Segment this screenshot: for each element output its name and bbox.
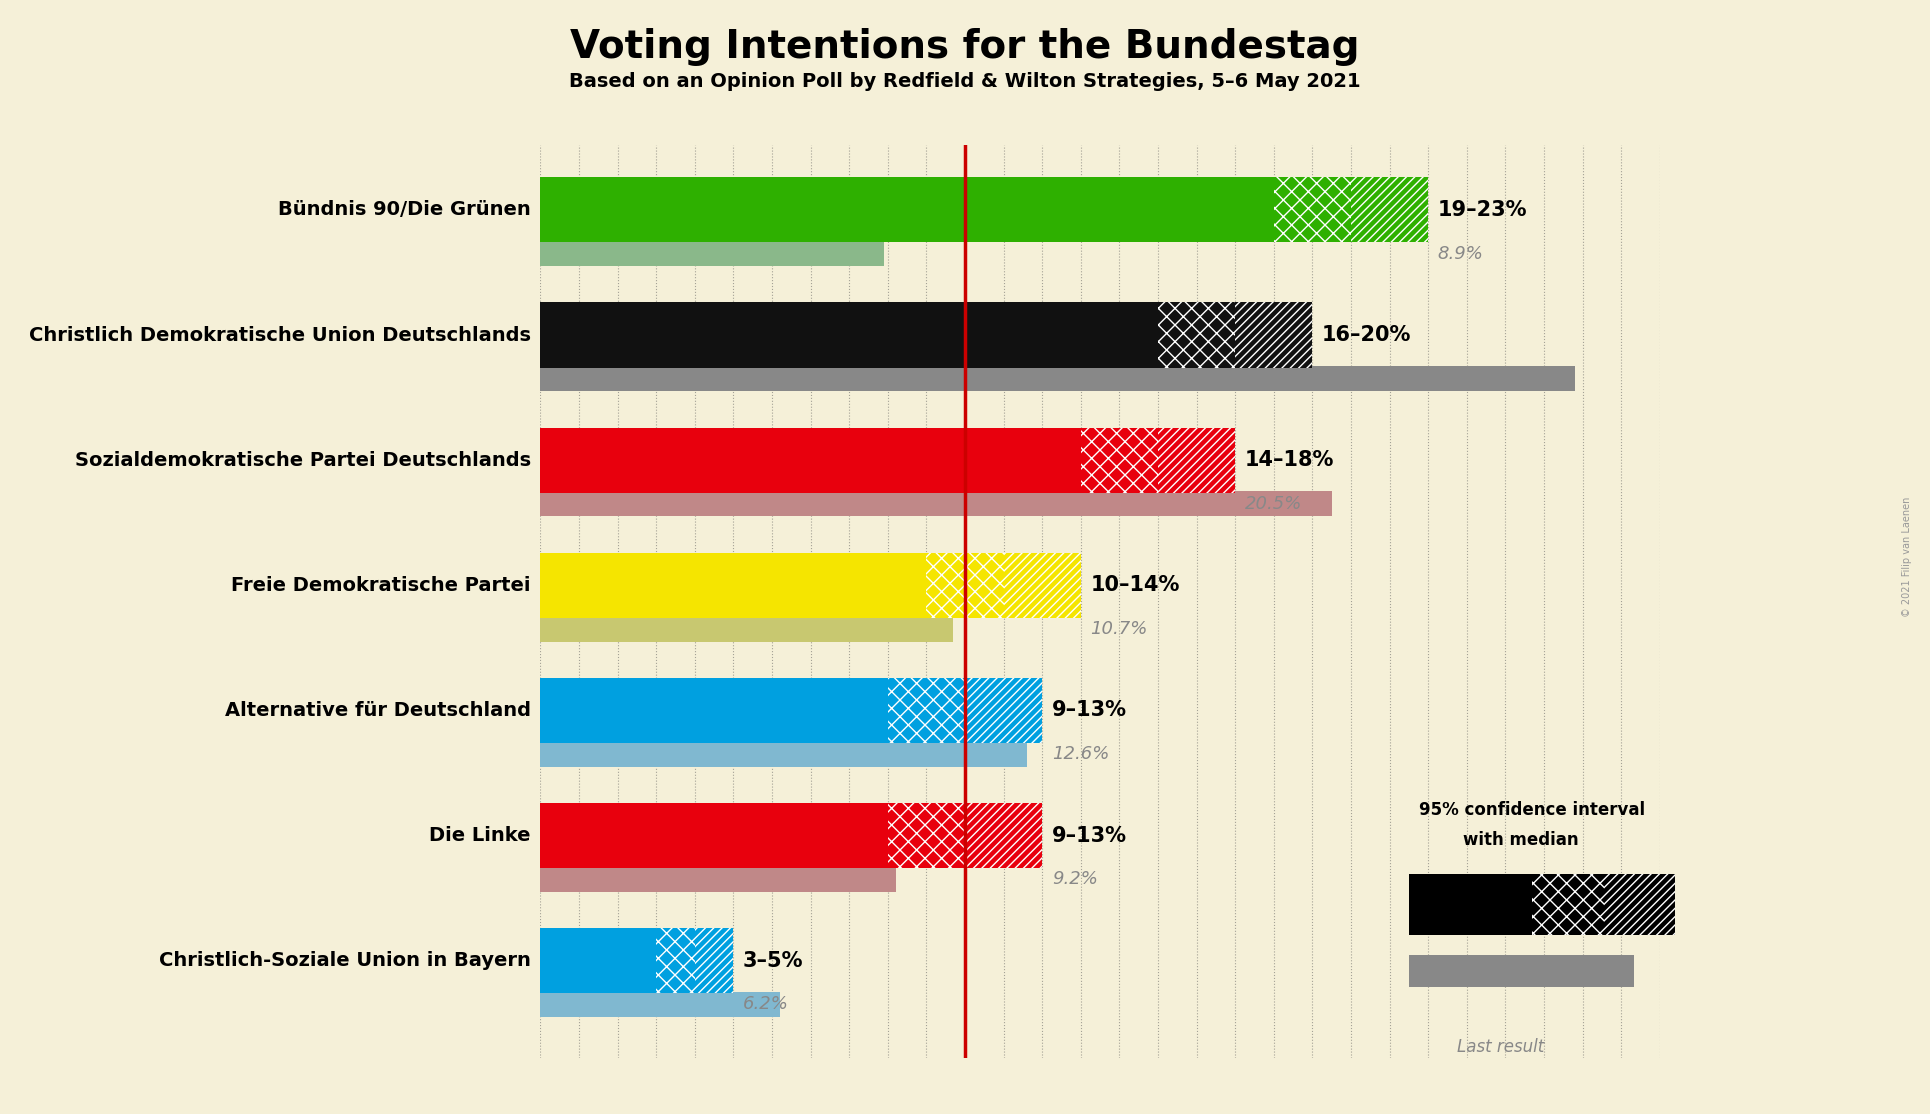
Bar (965, 803, 1042, 868)
Text: Last result: Last result (1457, 1038, 1544, 1056)
Text: Christlich Demokratische Union Deutschlands: Christlich Demokratische Union Deutschla… (29, 325, 531, 344)
Bar (540, 367, 1575, 391)
Bar (1274, 177, 1351, 243)
Text: 3–5%: 3–5% (743, 950, 803, 970)
Bar (540, 867, 896, 892)
Text: 16–20%: 16–20% (1322, 325, 1411, 345)
Bar (926, 553, 1004, 618)
Bar (540, 742, 1027, 766)
Text: Based on an Opinion Poll by Redfield & Wilton Strategies, 5–6 May 2021: Based on an Opinion Poll by Redfield & W… (569, 72, 1361, 91)
Bar (540, 991, 780, 1017)
Text: 9.2%: 9.2% (1052, 870, 1098, 888)
Text: Sozialdemokratische Partei Deutschlands: Sozialdemokratische Partei Deutschlands (75, 451, 531, 470)
Text: Voting Intentions for the Bundestag: Voting Intentions for the Bundestag (569, 28, 1361, 66)
Text: 19–23%: 19–23% (1438, 199, 1527, 219)
Text: 20.5%: 20.5% (1245, 495, 1303, 512)
Bar (888, 678, 965, 743)
Text: with median: with median (1463, 831, 1579, 849)
Bar (540, 177, 1274, 243)
Bar (540, 553, 926, 618)
Bar (540, 803, 888, 868)
Bar (1532, 873, 1604, 935)
Bar (540, 928, 656, 994)
Bar (540, 616, 953, 642)
Text: 26.8%: 26.8% (1322, 370, 1380, 388)
Text: Alternative für Deutschland: Alternative für Deutschland (224, 701, 531, 720)
Text: 8.9%: 8.9% (1438, 245, 1484, 263)
Bar (888, 803, 965, 868)
Text: © 2021 Filip van Laenen: © 2021 Filip van Laenen (1901, 497, 1913, 617)
Bar (695, 928, 733, 994)
Text: 6.2%: 6.2% (743, 996, 789, 1014)
Text: 95% confidence interval: 95% confidence interval (1419, 801, 1644, 819)
Text: 10.7%: 10.7% (1090, 620, 1148, 638)
Bar (540, 303, 1158, 368)
Bar (1409, 955, 1635, 987)
Bar (656, 928, 695, 994)
Text: 12.6%: 12.6% (1052, 745, 1110, 763)
Text: 14–18%: 14–18% (1245, 450, 1334, 470)
Text: 9–13%: 9–13% (1052, 701, 1127, 721)
Bar (1235, 303, 1312, 368)
Bar (540, 491, 1332, 517)
Text: 10–14%: 10–14% (1090, 575, 1179, 595)
Text: Die Linke: Die Linke (428, 827, 531, 846)
Text: 9–13%: 9–13% (1052, 825, 1127, 846)
Bar (965, 678, 1042, 743)
Text: Bündnis 90/Die Grünen: Bündnis 90/Die Grünen (278, 201, 531, 219)
Bar (1351, 177, 1428, 243)
Bar (1158, 303, 1235, 368)
Bar (1409, 873, 1532, 935)
Bar (1004, 553, 1081, 618)
Bar (1158, 428, 1235, 492)
Bar (1081, 428, 1158, 492)
Bar (540, 241, 884, 266)
Text: Christlich-Soziale Union in Bayern: Christlich-Soziale Union in Bayern (158, 951, 531, 970)
Bar (540, 428, 1081, 492)
Bar (1604, 873, 1675, 935)
Bar (540, 678, 888, 743)
Text: Freie Demokratische Partei: Freie Demokratische Partei (232, 576, 531, 595)
